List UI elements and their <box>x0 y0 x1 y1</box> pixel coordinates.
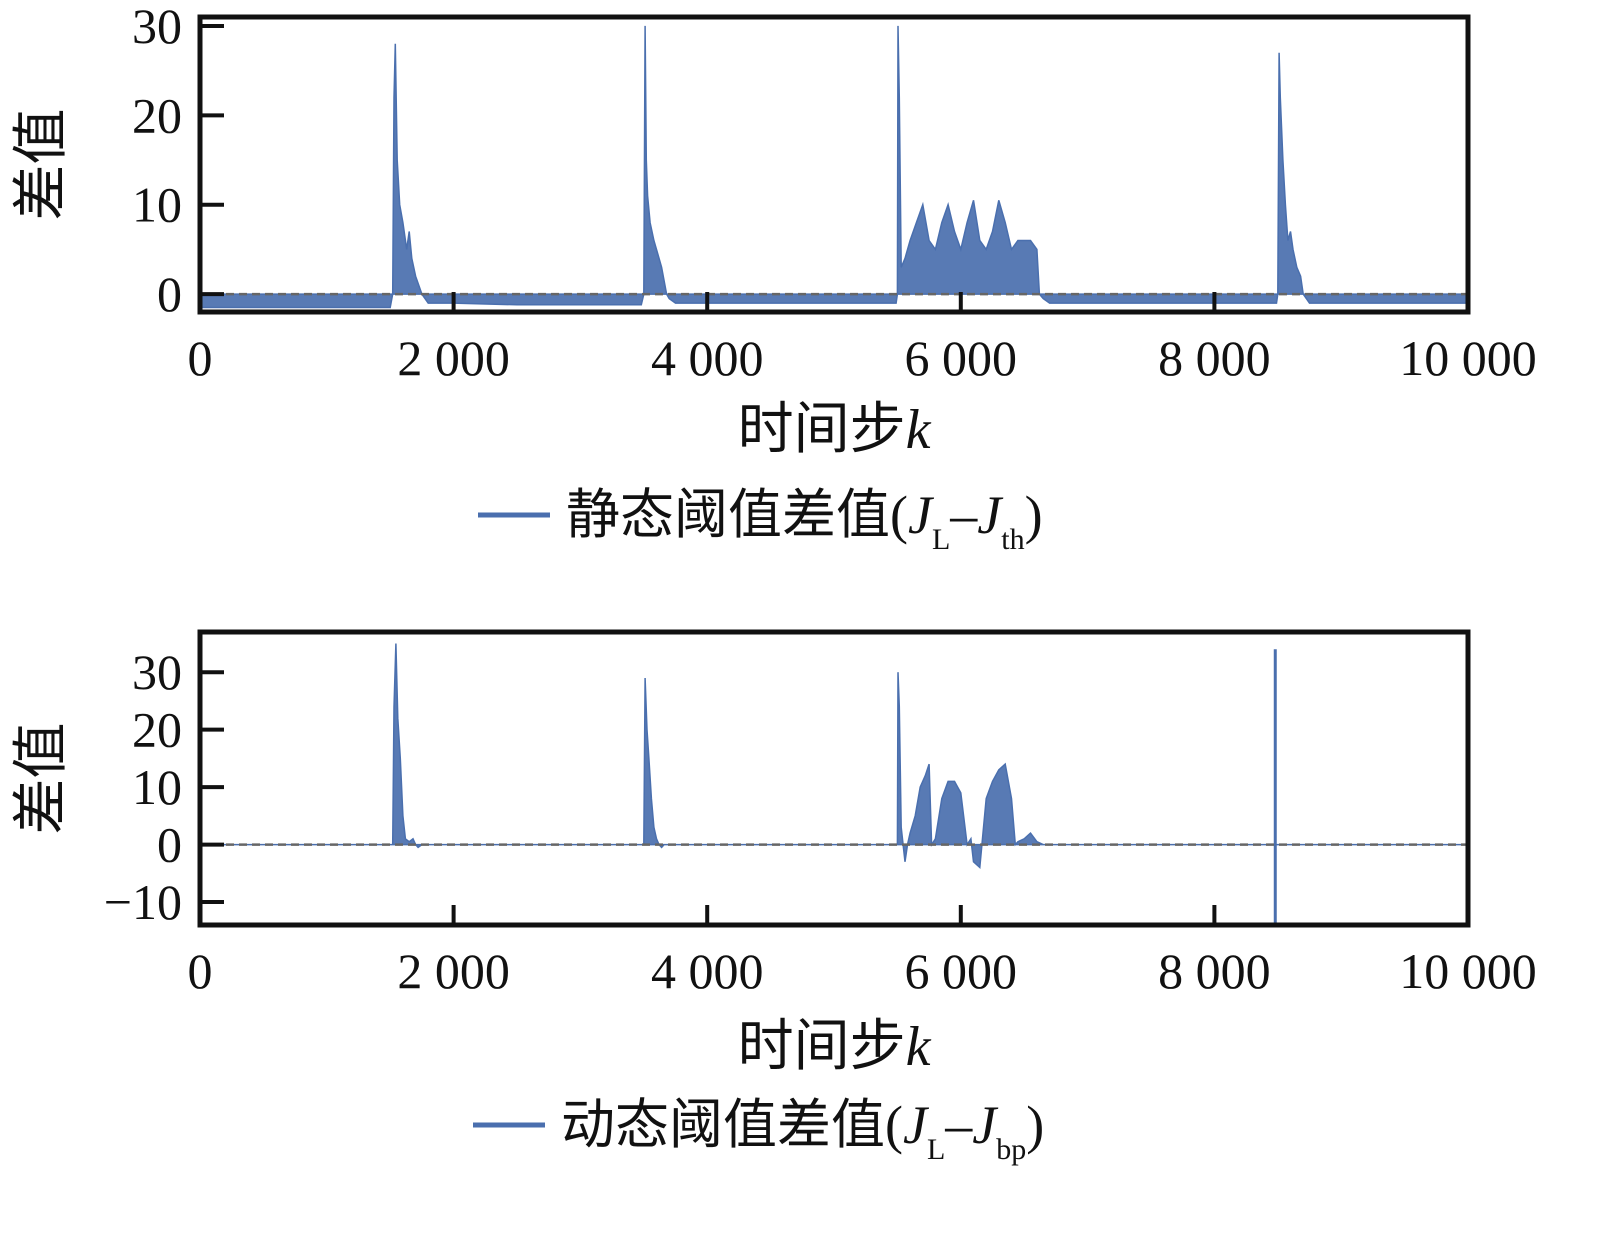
y-tick-label: 10 <box>132 177 182 233</box>
x-axis-title-text: 时间步 <box>738 399 906 461</box>
legend-sym1: J <box>903 1095 930 1155</box>
y-tick-label: 10 <box>132 759 182 815</box>
chart-panel-1: 0 2 000 4 000 6 000 8 000 10 000 0 10 20 30 时间步k 差值… <box>11 0 1537 556</box>
x-tick-label: 2 000 <box>397 943 510 999</box>
legend-sym1: J <box>908 485 935 545</box>
y-tick-label: 30 <box>132 0 182 54</box>
plot-area <box>200 25 1468 309</box>
x-tick-label: 6 000 <box>905 330 1018 386</box>
legend: 动态阈值差值(JL–Jbp) <box>473 1095 1044 1166</box>
legend-close: ) <box>1025 485 1043 545</box>
y-tick-label: −10 <box>104 874 182 930</box>
x-tick-label: 4 000 <box>651 330 764 386</box>
y-axis-title: 差值 <box>11 723 73 835</box>
x-tick-label: 2 000 <box>397 330 510 386</box>
y-tick-label: 0 <box>157 266 182 322</box>
series-area-1 <box>200 25 1468 309</box>
legend-text-main: 动态阈值差值( <box>561 1095 903 1155</box>
x-tick-label: 10 000 <box>1399 943 1537 999</box>
legend-sub2: bp <box>996 1133 1026 1166</box>
legend-dash: – <box>949 485 978 545</box>
plot-area <box>200 643 1468 925</box>
y-tick-label: 0 <box>157 817 182 873</box>
legend-sym2: J <box>977 485 1004 545</box>
legend-dash: – <box>944 1095 973 1155</box>
legend-close: ) <box>1026 1095 1044 1155</box>
legend-text-main: 静态阈值差值( <box>566 485 908 545</box>
legend-label: 静态阈值差值(JL–Jth) <box>566 485 1043 556</box>
legend-sub1: L <box>932 523 950 556</box>
x-tick-label: 0 <box>188 943 213 999</box>
x-tick-label: 8 000 <box>1158 943 1271 999</box>
x-tick-label: 8 000 <box>1158 330 1271 386</box>
x-tick-label: 0 <box>188 330 213 386</box>
x-tick-label: 10 000 <box>1399 330 1537 386</box>
legend: 静态阈值差值(JL–Jth) <box>478 485 1043 556</box>
plot-frame <box>197 14 1471 315</box>
x-tick-label: 6 000 <box>905 943 1018 999</box>
plot-frame <box>197 629 1471 928</box>
x-axis-title: 时间步k <box>738 399 932 461</box>
legend-sub1: L <box>927 1133 945 1166</box>
x-axis-title-var: k <box>906 399 932 461</box>
y-tick-label: 20 <box>132 87 182 143</box>
y-tick-label: 20 <box>132 702 182 758</box>
x-axis-title-var: k <box>906 1016 932 1078</box>
x-tick-label: 4 000 <box>651 943 764 999</box>
legend-sym2: J <box>972 1095 999 1155</box>
series-area-1 <box>200 643 1468 870</box>
legend-sub2: th <box>1001 523 1024 556</box>
x-axis-title: 时间步k <box>738 1016 932 1078</box>
y-axis-title: 差值 <box>11 109 73 221</box>
y-tick-label: 30 <box>132 644 182 700</box>
legend-label: 动态阈值差值(JL–Jbp) <box>561 1095 1044 1166</box>
x-axis-title-text: 时间步 <box>738 1016 906 1078</box>
